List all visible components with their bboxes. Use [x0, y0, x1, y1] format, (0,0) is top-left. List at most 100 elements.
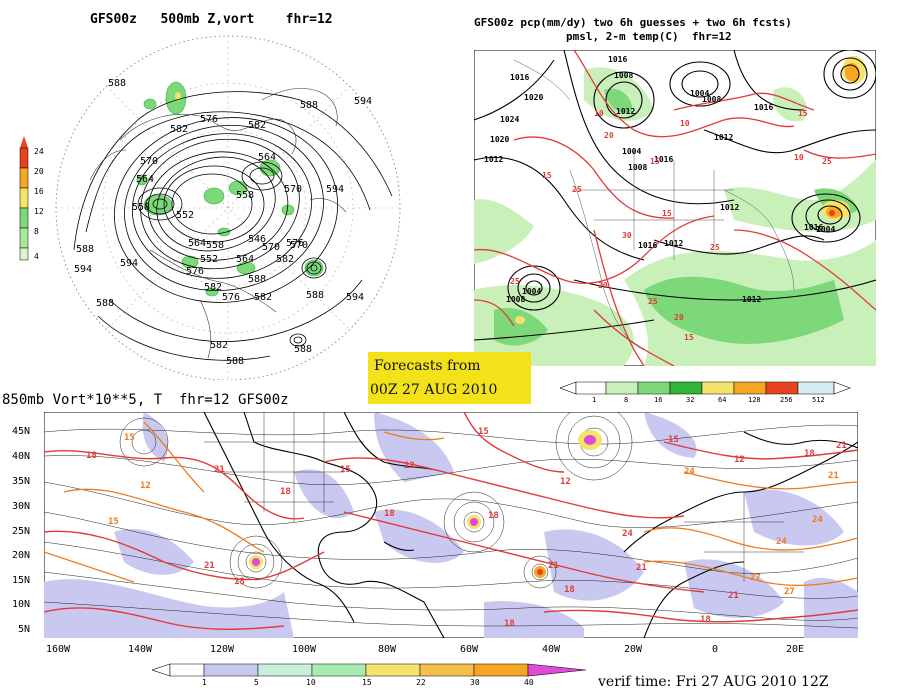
precip-legend — [560, 381, 851, 395]
svg-text:1012: 1012 — [714, 133, 733, 142]
svg-text:15: 15 — [542, 171, 552, 180]
lon-label: 40W — [542, 644, 561, 655]
svg-text:15: 15 — [684, 333, 694, 342]
svg-text:594: 594 — [346, 292, 364, 303]
svg-text:12: 12 — [404, 461, 415, 471]
precip-legend-label: 16 — [654, 396, 663, 404]
lon-label: 120W — [210, 644, 235, 655]
precip-map: 1016 1020 1024 1016 1008 1012 1016 1004 … — [474, 50, 876, 366]
vort-panel-title: 850mb Vort*10**5, T fhr=12 GFS00z — [2, 392, 289, 408]
vort-legend-label: 15 — [362, 678, 372, 687]
svg-text:18: 18 — [384, 509, 395, 519]
svg-text:576: 576 — [286, 238, 304, 249]
svg-text:1004: 1004 — [522, 287, 541, 296]
svg-text:24: 24 — [776, 537, 787, 547]
polar-legend-label: 12 — [34, 207, 44, 216]
svg-text:10: 10 — [680, 119, 690, 128]
svg-text:15: 15 — [650, 157, 660, 166]
svg-text:576: 576 — [200, 114, 218, 125]
svg-text:1004: 1004 — [622, 147, 641, 156]
svg-text:1008: 1008 — [628, 163, 647, 172]
vort-legend-label: 1 — [202, 678, 207, 687]
svg-text:576: 576 — [186, 266, 204, 277]
svg-text:18: 18 — [234, 577, 245, 587]
svg-text:15: 15 — [108, 517, 119, 527]
svg-text:570: 570 — [290, 240, 308, 251]
svg-text:582: 582 — [248, 120, 266, 131]
svg-text:15: 15 — [798, 109, 808, 118]
svg-text:15: 15 — [340, 465, 351, 475]
svg-text:1012: 1012 — [742, 295, 761, 304]
svg-text:1012: 1012 — [664, 239, 683, 248]
forecast-box-line2: 00Z 27 AUG 2010 — [370, 382, 498, 398]
precip-legend-label: 1 — [592, 396, 597, 404]
vort-legend-label: 30 — [470, 678, 480, 687]
svg-text:558: 558 — [236, 190, 254, 201]
svg-text:582: 582 — [210, 340, 228, 351]
svg-text:564: 564 — [188, 238, 206, 249]
polar-legend-label: 24 — [34, 147, 44, 156]
svg-text:18: 18 — [488, 511, 499, 521]
svg-text:594: 594 — [354, 96, 372, 107]
svg-text:582: 582 — [276, 254, 294, 265]
svg-text:20: 20 — [604, 131, 614, 140]
svg-text:10: 10 — [594, 109, 604, 118]
polar-legend-label: 4 — [34, 252, 39, 261]
lat-label: 45N — [12, 426, 31, 437]
polar-panel-title: GFS00z 500mb Z,vort fhr=12 — [90, 12, 333, 27]
svg-text:24: 24 — [812, 515, 823, 525]
lon-label: 100W — [292, 644, 317, 655]
precip-legend-label: 512 — [812, 396, 825, 404]
lat-label: 20N — [12, 550, 31, 561]
svg-text:558: 558 — [132, 202, 150, 213]
lon-label: 20E — [786, 644, 805, 655]
svg-text:552: 552 — [176, 210, 194, 221]
lon-label: 0 — [712, 644, 719, 655]
svg-text:1024: 1024 — [500, 115, 519, 124]
svg-text:570: 570 — [140, 156, 158, 167]
svg-text:21: 21 — [548, 561, 559, 571]
svg-text:588: 588 — [76, 244, 94, 255]
svg-text:1016: 1016 — [608, 55, 627, 64]
svg-text:546: 546 — [248, 234, 266, 245]
svg-text:552: 552 — [200, 254, 218, 265]
svg-text:30: 30 — [622, 231, 632, 240]
svg-text:1016: 1016 — [654, 155, 673, 164]
vort-legend-label: 10 — [306, 678, 316, 687]
svg-text:1020: 1020 — [524, 93, 543, 102]
svg-text:1016: 1016 — [510, 73, 529, 82]
svg-text:18: 18 — [86, 451, 97, 461]
svg-text:27: 27 — [784, 587, 795, 597]
svg-text:594: 594 — [74, 264, 92, 275]
svg-text:1008: 1008 — [702, 95, 721, 104]
lon-label: 160W — [46, 644, 71, 655]
svg-text:582: 582 — [204, 282, 222, 293]
svg-text:564: 564 — [258, 152, 276, 163]
svg-text:564: 564 — [236, 254, 254, 265]
svg-text:15: 15 — [668, 435, 679, 445]
svg-text:588: 588 — [306, 290, 324, 301]
lon-label: 80W — [378, 644, 397, 655]
svg-text:18: 18 — [700, 615, 711, 625]
svg-text:15: 15 — [478, 427, 489, 437]
svg-text:588: 588 — [96, 298, 114, 309]
svg-text:21: 21 — [204, 561, 215, 571]
forecast-box-line1: Forecasts from — [374, 358, 481, 374]
svg-text:558: 558 — [206, 240, 224, 251]
svg-text:20: 20 — [598, 281, 608, 290]
polar-legend-label: 20 — [34, 167, 44, 176]
svg-text:594: 594 — [120, 258, 138, 269]
svg-text:588: 588 — [248, 274, 266, 285]
svg-text:588: 588 — [108, 78, 126, 89]
svg-text:15: 15 — [124, 433, 135, 443]
svg-text:24: 24 — [622, 529, 633, 539]
vort-legend-label: 22 — [416, 678, 426, 687]
forecast-info-box: Forecasts from 00Z 27 AUG 2010 — [368, 352, 531, 404]
svg-text:18: 18 — [804, 449, 815, 459]
lat-label: 35N — [12, 476, 31, 487]
lat-label: 30N — [12, 501, 31, 512]
lat-label: 10N — [12, 599, 31, 610]
svg-text:1012: 1012 — [616, 107, 635, 116]
svg-text:570: 570 — [284, 184, 302, 195]
lon-label: 60W — [460, 644, 479, 655]
